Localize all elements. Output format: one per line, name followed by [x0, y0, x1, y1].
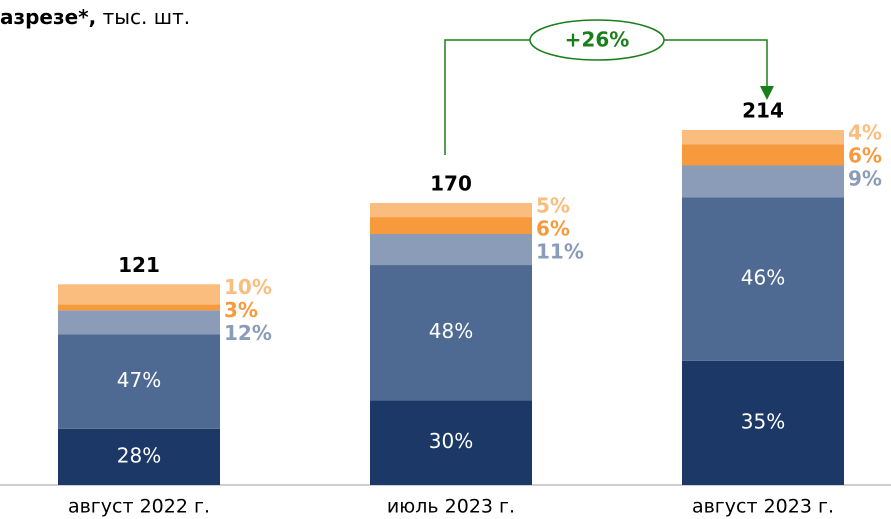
chart-title: азрезе*, тыс. шт. — [0, 5, 190, 29]
total-label: 170 — [430, 171, 472, 195]
bar-segment — [58, 310, 220, 335]
outer-label: 4% — [848, 121, 882, 145]
annotation-text: +26% — [565, 28, 630, 52]
outer-label: 6% — [536, 216, 570, 240]
bar-segment — [682, 130, 844, 145]
bar-segment — [682, 197, 844, 361]
x-tick-label: август 2022 г. — [68, 496, 210, 518]
segment-label: 46% — [741, 266, 785, 290]
x-tick-label: август 2023 г. — [692, 496, 834, 518]
bar-segment — [370, 400, 532, 485]
outer-label: 10% — [224, 275, 272, 299]
bar-segment — [370, 217, 532, 235]
segment-label: 48% — [429, 319, 473, 343]
bar-segment — [682, 144, 844, 166]
outer-label: 5% — [536, 193, 570, 217]
bar-segment — [682, 360, 844, 485]
outer-label: 3% — [224, 298, 258, 322]
bar-segment — [58, 304, 220, 311]
outer-label: 11% — [536, 239, 584, 263]
total-label: 121 — [118, 253, 160, 277]
segment-label: 47% — [117, 368, 161, 392]
outer-label: 9% — [848, 167, 882, 191]
annotation-ellipse — [529, 19, 665, 61]
bar-segment — [58, 428, 220, 485]
total-label: 214 — [742, 99, 784, 123]
x-tick-label: июль 2023 г. — [387, 496, 515, 518]
bar-segment — [370, 265, 532, 401]
outer-label: 6% — [848, 144, 882, 168]
segment-label: 35% — [741, 409, 785, 433]
title-unit: тыс. шт. — [103, 5, 190, 29]
bar-segment — [58, 284, 220, 305]
annotation-arrowhead — [760, 86, 774, 100]
bar-segment — [370, 234, 532, 266]
segment-label: 30% — [429, 429, 473, 453]
segment-label: 28% — [117, 443, 161, 467]
bar-segment — [370, 202, 532, 218]
title-bold: азрезе*, — [0, 5, 96, 29]
outer-label: 12% — [224, 321, 272, 345]
annotation-bracket — [444, 39, 768, 155]
bar-segment — [58, 334, 220, 429]
bar-segment — [682, 165, 844, 198]
